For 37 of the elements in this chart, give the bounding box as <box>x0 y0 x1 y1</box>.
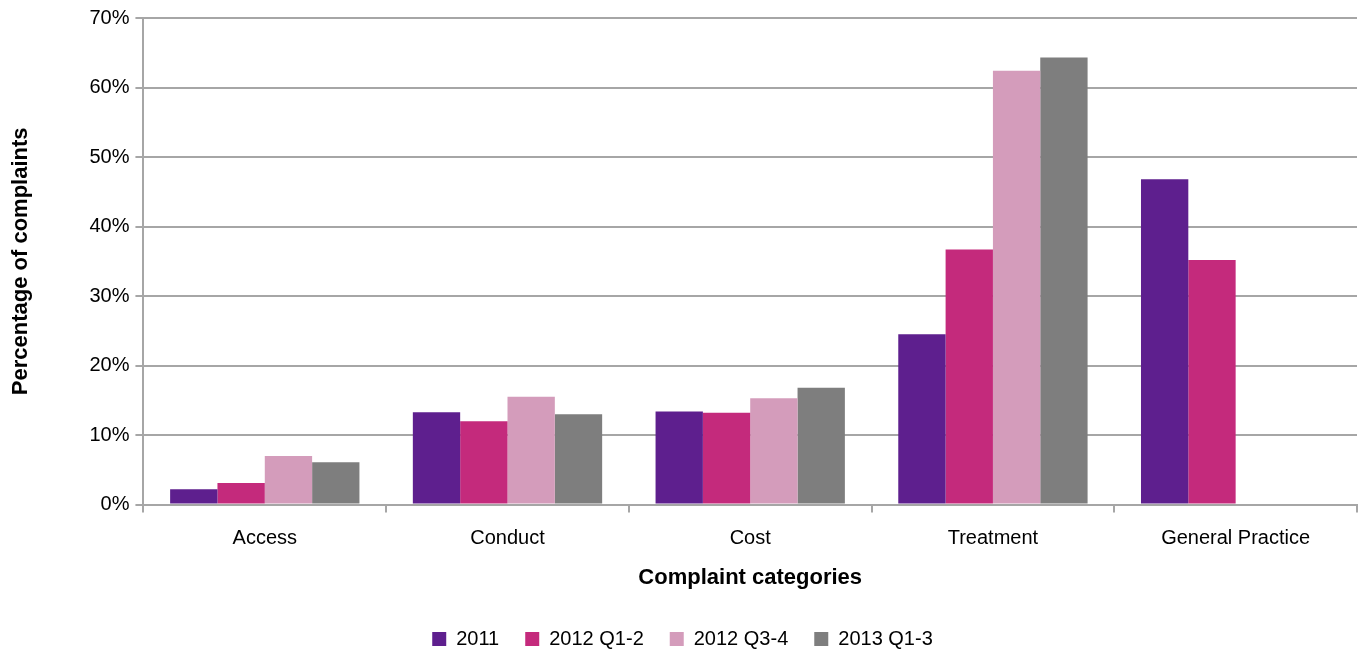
x-tick-label: Cost <box>729 526 772 549</box>
bar <box>702 412 751 504</box>
bar <box>1040 57 1088 504</box>
legend-label: 2013 Q1-3 <box>838 626 933 649</box>
y-tick-label: 60% <box>89 75 130 98</box>
bar <box>797 387 845 504</box>
legend-label: 2012 Q1-2 <box>549 626 644 649</box>
bar <box>1188 259 1236 504</box>
y-axis-title: Percentage of complaints <box>7 127 33 396</box>
bar <box>554 414 603 504</box>
bar <box>312 462 360 504</box>
bar <box>264 455 313 504</box>
x-axis-title: Complaint categories <box>638 563 863 589</box>
bar <box>1140 179 1189 504</box>
y-tick-label: 70% <box>89 5 130 28</box>
bar <box>945 249 993 504</box>
y-tick-label: 10% <box>89 422 130 445</box>
bar <box>460 421 508 504</box>
legend-label: 2012 Q3-4 <box>693 626 789 649</box>
x-tick-label: Treatment <box>947 526 1039 549</box>
bar <box>507 396 555 504</box>
x-tick-label: Conduct <box>470 526 546 549</box>
y-tick-label: 40% <box>89 214 130 237</box>
bar <box>655 411 703 504</box>
y-tick-label: 20% <box>89 353 130 376</box>
bar <box>170 489 218 504</box>
legend-label: 2011 <box>456 626 500 649</box>
y-tick-label: 0% <box>100 492 130 515</box>
bar <box>992 70 1041 504</box>
bar <box>750 398 798 504</box>
bar <box>217 483 265 504</box>
y-tick-label: 50% <box>89 144 130 167</box>
x-tick-label: General Practice <box>1161 526 1311 549</box>
bar <box>412 412 461 504</box>
x-tick-label: Access <box>232 526 298 549</box>
bar <box>898 334 946 504</box>
y-tick-label: 30% <box>89 283 130 306</box>
